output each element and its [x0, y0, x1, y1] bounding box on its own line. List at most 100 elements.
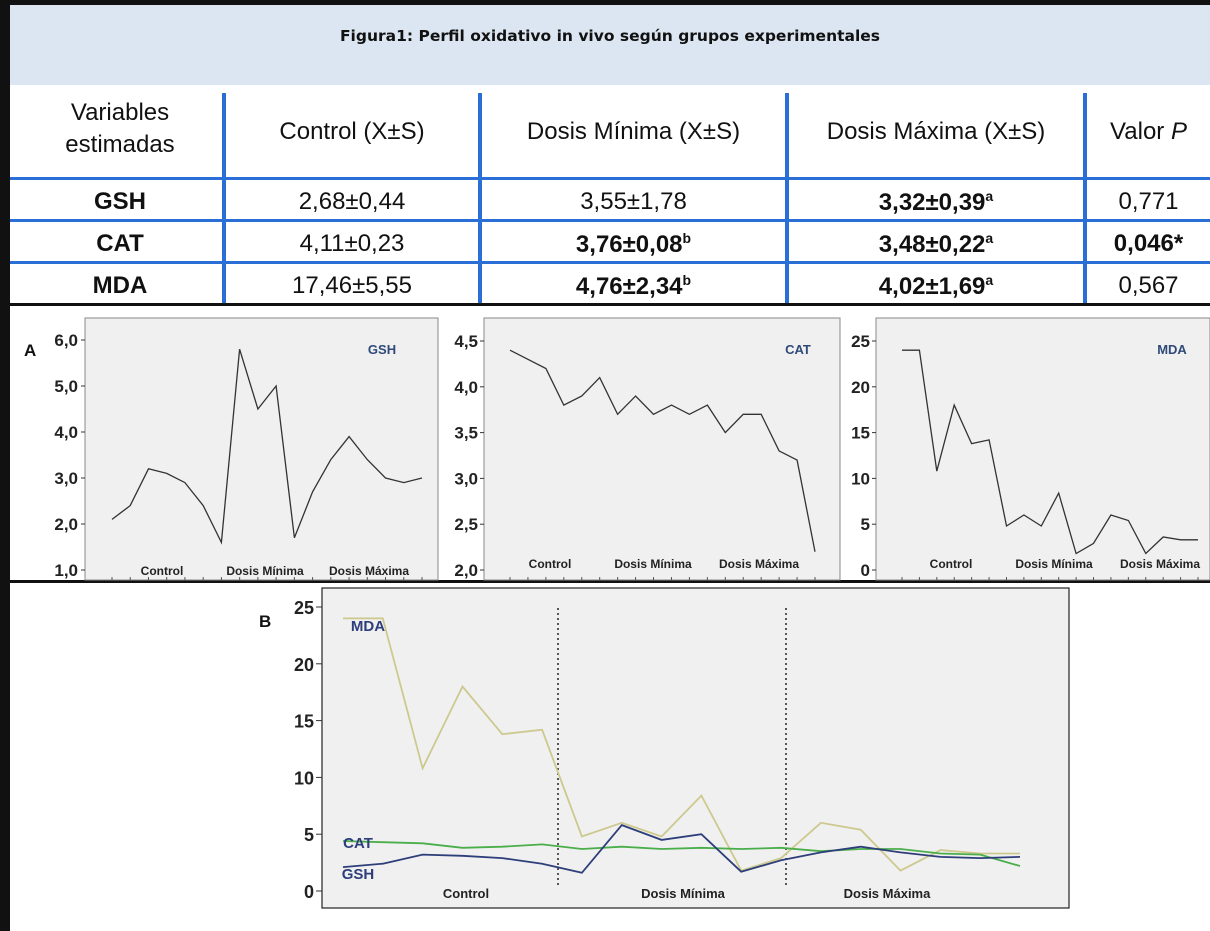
group-label: Dosis Máxima: [329, 564, 409, 578]
group-label: Control: [141, 564, 184, 578]
y-tick-label: 5: [861, 515, 870, 534]
table-cell-var-gsh: GSH: [20, 188, 220, 216]
y-tick-label: 3,0: [54, 469, 78, 488]
header-dosis-maxima: Dosis Máxima (X±S): [826, 118, 1046, 145]
y-tick-label: 4,0: [54, 423, 78, 442]
title-bar: Figura1: Perfil oxidativo in vivo según …: [10, 5, 1210, 85]
column-separator: [785, 93, 789, 305]
row-separator: [10, 219, 1210, 222]
table-cell-value: 3,48±0,22: [878, 231, 986, 258]
series-label: GSH: [342, 866, 375, 883]
significance-superscript: b: [682, 272, 692, 288]
table-cell-var-mda: MDA: [20, 272, 220, 300]
header-dosis-minima: Dosis Mínima (X±S): [526, 118, 741, 145]
table-cell-value: 4,76±2,34: [575, 273, 683, 300]
table-cell-p-cat: 0,046*: [1087, 230, 1210, 258]
table-cell-value: 3,55±1,78: [580, 188, 687, 215]
y-tick-label: 3,0: [454, 469, 478, 488]
figure-title: Figura1: Perfil oxidativo in vivo según …: [339, 27, 881, 45]
header-valor-p-italic: P: [1170, 118, 1187, 145]
panel-letter: A: [24, 341, 36, 360]
column-separator: [222, 93, 226, 305]
header-variables: Variables estimadas: [20, 97, 220, 161]
group-label: Dosis Mínima: [1015, 557, 1093, 571]
y-tick-label: 15: [851, 424, 870, 443]
y-tick-label: 5,0: [54, 377, 78, 396]
column-separator: [478, 93, 482, 305]
header-variables-line2: estimadas: [65, 131, 175, 158]
y-tick-label: 0: [304, 882, 314, 902]
column-separator: [1083, 93, 1087, 305]
plot-area: [84, 317, 439, 581]
significance-superscript: a: [985, 230, 994, 246]
series-line-gsh: [111, 349, 423, 545]
series-line-cat: [509, 349, 816, 552]
results-table: Variables estimadas Control (X±S) Dosis …: [10, 85, 1210, 305]
header-variables-line1: Variables: [70, 99, 170, 126]
table-cell-min-gsh: 3,55±1,78: [482, 188, 785, 216]
table-cell-var-cat: CAT: [20, 230, 220, 258]
series-line-mda: [343, 617, 1020, 872]
y-tick-label: 5: [304, 825, 314, 845]
table-cell-value: 0,771: [1118, 188, 1179, 215]
header-control: Control (X±S): [279, 118, 425, 145]
plot-area: [875, 317, 1210, 581]
y-tick-label: 15: [294, 712, 314, 732]
y-tick-label: 1,0: [54, 561, 78, 580]
group-label: Dosis Máxima: [1120, 557, 1200, 571]
y-tick-label: 2,0: [454, 561, 478, 580]
y-tick-label: 4,5: [454, 332, 478, 351]
y-tick-label: 4,0: [454, 378, 478, 397]
top-border: [0, 0, 1210, 5]
table-cell-value: 17,46±5,55: [292, 272, 412, 299]
y-tick-label: 0: [861, 561, 870, 580]
table-cell-value: 3,32±0,39: [878, 189, 986, 216]
y-tick-label: 10: [851, 469, 870, 488]
group-label: Control: [930, 557, 973, 571]
y-tick-label: 6,0: [54, 331, 78, 350]
header-valor-p: Valor P: [1087, 118, 1210, 146]
plot-area-b: [321, 587, 1070, 909]
table-cell-max-cat: 3,48±0,22a: [789, 230, 1083, 259]
table-cell-value: 4,02±1,69: [878, 273, 986, 300]
table-cell-value: CAT: [96, 230, 144, 257]
table-cell-p-gsh: 0,771: [1087, 188, 1210, 216]
significance-superscript: a: [985, 272, 994, 288]
table-cell-min-cat: 3,76±0,08b: [482, 230, 785, 259]
y-tick-label: 20: [294, 655, 314, 675]
plot-area: [483, 317, 841, 581]
table-cell-control-cat: 4,11±0,23: [226, 230, 478, 258]
table-cell-value: 0,567: [1118, 272, 1179, 299]
series-label: MDA: [351, 618, 385, 635]
series-label: MDA: [1157, 342, 1187, 357]
table-cell-value: 2,68±0,44: [298, 188, 406, 215]
table-cell-min-mda: 4,76±2,34b: [482, 272, 785, 301]
row-separator: [10, 261, 1210, 264]
table-cell-value: 4,11±0,23: [299, 230, 405, 257]
table-cell-p-mda: 0,567: [1087, 272, 1210, 300]
y-tick-label: 2,0: [54, 515, 78, 534]
table-cell-max-gsh: 3,32±0,39a: [789, 188, 1083, 217]
group-label: Dosis Mínima: [641, 886, 726, 901]
group-label: Dosis Mínima: [614, 557, 692, 571]
panel-letter: B: [259, 612, 271, 631]
divider-top: [10, 303, 1210, 306]
series-line-cat: [342, 840, 1021, 867]
group-label: Control: [443, 886, 489, 901]
y-tick-label: 25: [294, 598, 314, 618]
table-cell-max-mda: 4,02±1,69a: [789, 272, 1083, 301]
group-label: Dosis Mínima: [226, 564, 304, 578]
table-cell-value: 0,046*: [1113, 230, 1184, 257]
significance-superscript: b: [682, 230, 692, 246]
table-cell-control-gsh: 2,68±0,44: [226, 188, 478, 216]
group-label: Dosis Máxima: [719, 557, 799, 571]
row-separator: [10, 177, 1210, 180]
y-tick-label: 3,5: [454, 424, 478, 443]
y-tick-label: 20: [851, 378, 870, 397]
table-cell-value: 3,76±0,08: [575, 231, 683, 258]
series-label: GSH: [368, 342, 396, 357]
group-label: Control: [529, 557, 572, 571]
table-cell-value: GSH: [93, 188, 146, 215]
series-label: CAT: [785, 342, 811, 357]
